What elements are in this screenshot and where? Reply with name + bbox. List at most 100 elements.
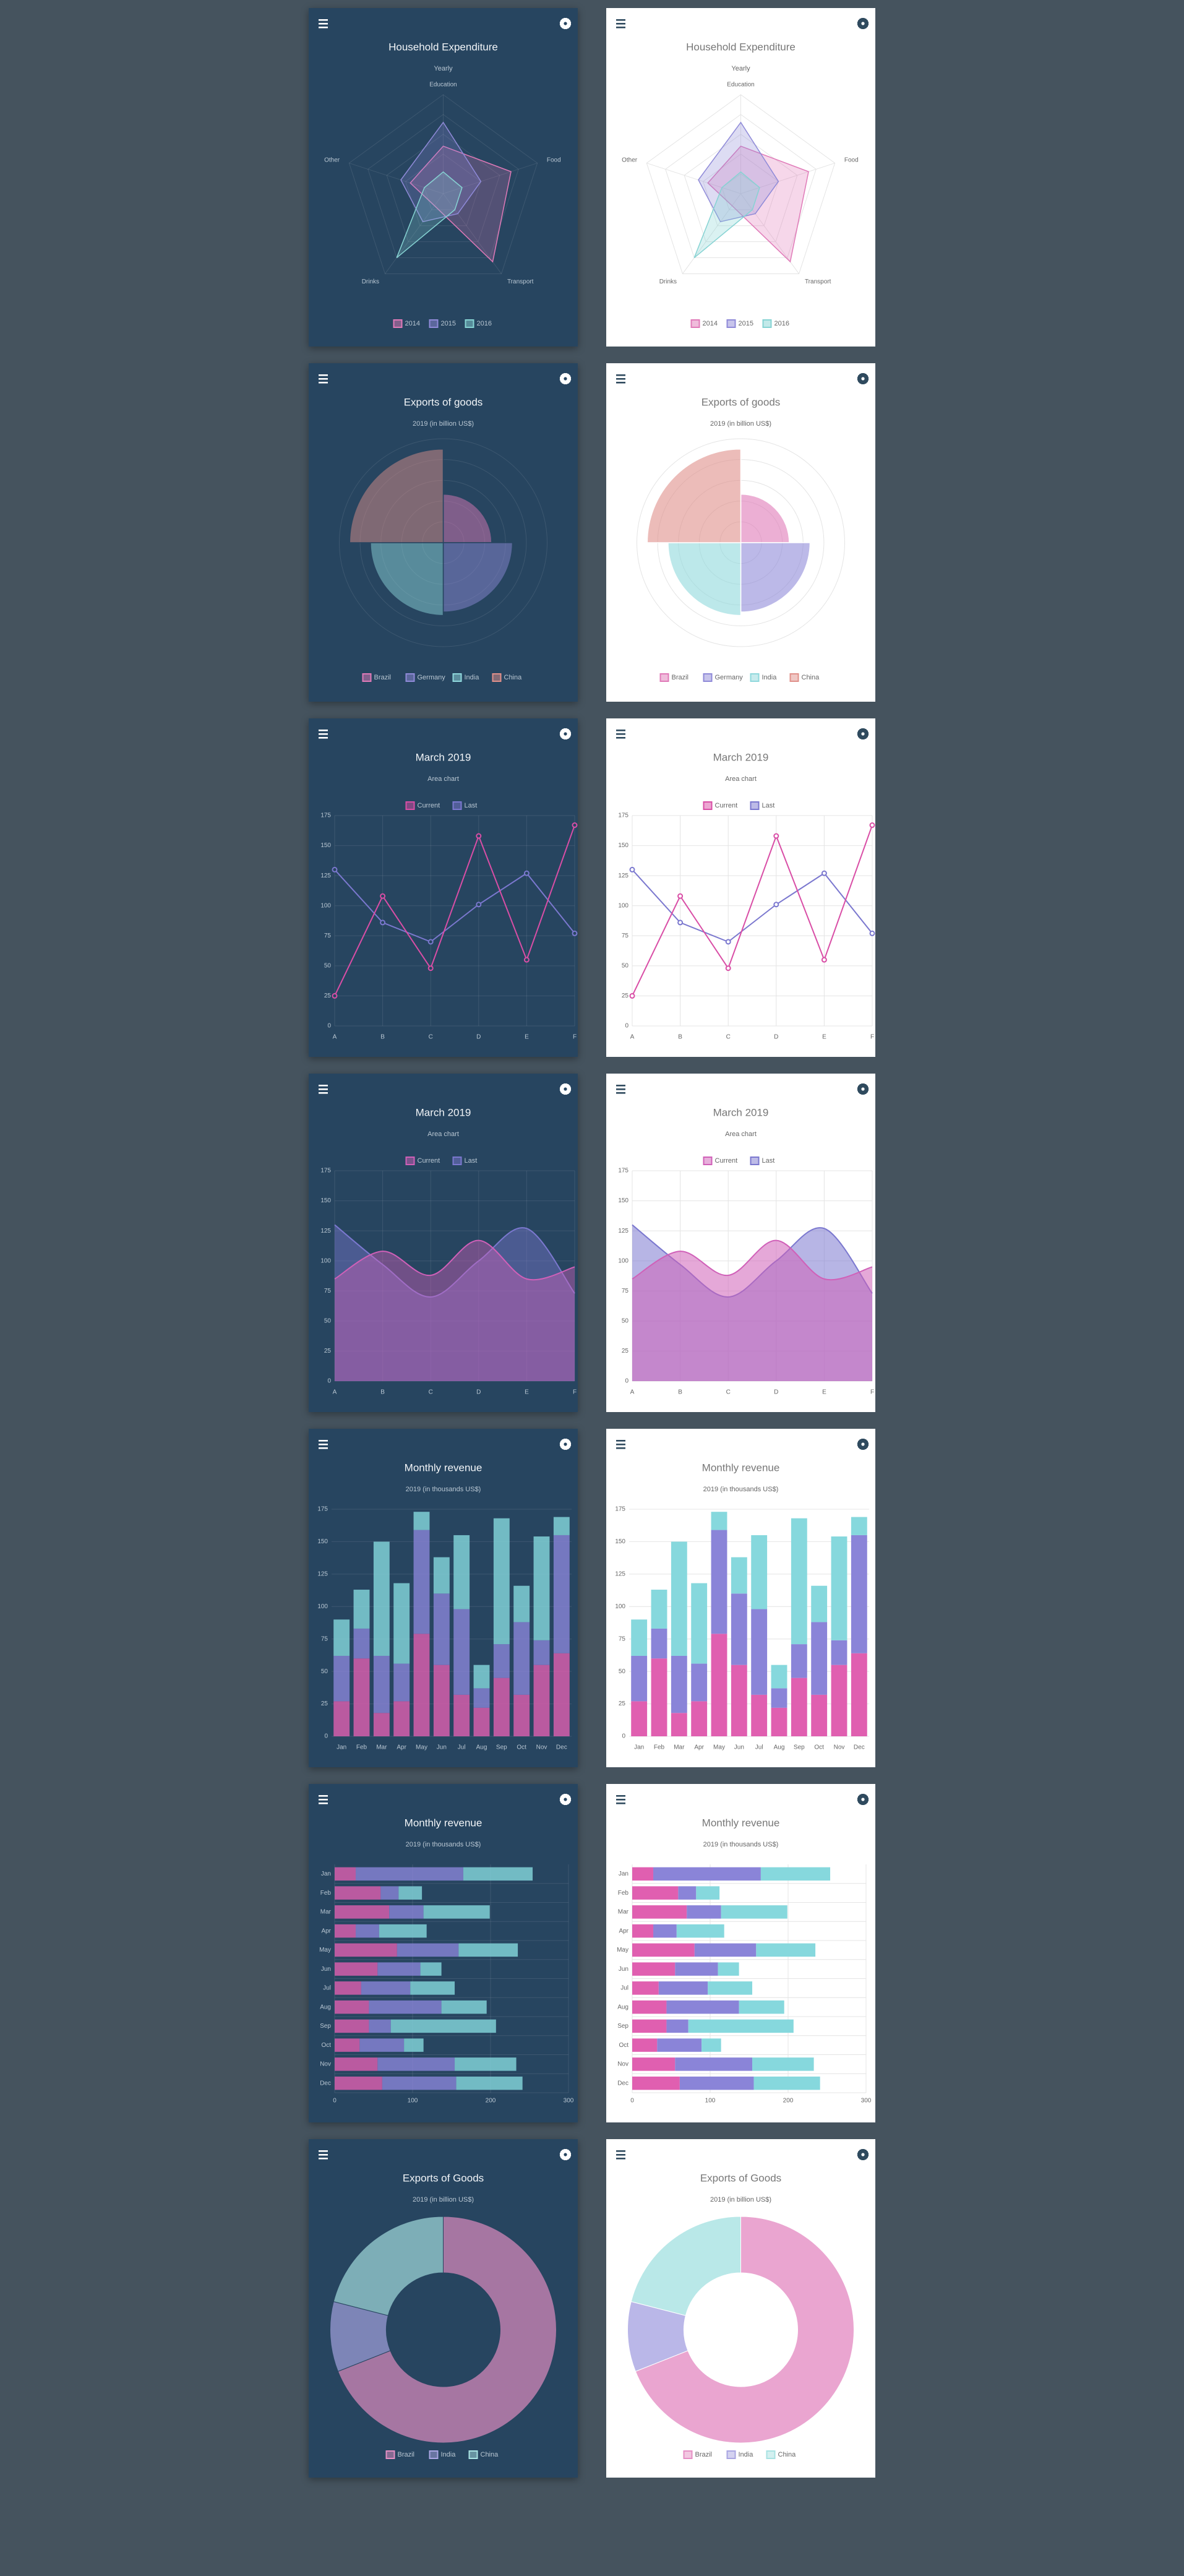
menu-bar [319,382,328,384]
legend-swatch [690,319,700,328]
chart-card: Household Expenditure Yearly Education Food… [309,8,578,347]
bar-segment [493,1644,510,1678]
bar-segment [410,1981,455,1995]
menu-bar [319,1088,328,1090]
settings-icon[interactable] [857,1438,869,1450]
legend-swatch [492,673,502,682]
spoke [385,193,444,274]
area [335,1240,575,1381]
settings-icon[interactable] [857,373,869,385]
menu-bar [616,2154,625,2156]
gear-hole [861,1798,865,1801]
menu-icon[interactable] [616,1795,625,1804]
menu-bar [616,737,625,739]
legend-label: 2015 [739,320,753,327]
bar-segment [679,2076,754,2090]
settings-icon[interactable] [857,2148,869,2161]
settings-icon[interactable] [559,1793,572,1806]
x-tick-label: D [476,1389,481,1396]
bar-segment [433,1557,450,1594]
settings-icon[interactable] [857,17,869,30]
menu-bar [319,23,328,25]
bar-segment [653,1924,677,1938]
bar-segment [731,1665,747,1736]
bar-segment [851,1653,867,1736]
axis-label: Food [844,157,859,163]
y-tick-label: 25 [324,1348,332,1355]
bar-segment [333,1655,350,1702]
settings-icon[interactable] [559,1083,572,1095]
polar-slice [667,542,742,616]
settings-icon[interactable] [559,17,572,30]
menu-bar [319,19,328,21]
menu-icon[interactable] [319,730,328,739]
settings-icon[interactable] [857,1793,869,1806]
bar-segment [831,1640,847,1665]
bar-segment [413,1634,430,1736]
menu-bar [616,733,625,735]
y-tick-label: 25 [321,1700,328,1707]
bar-segment [333,1619,350,1656]
y-tick-label: Jan [619,1871,628,1877]
x-tick-label: Aug [476,1744,487,1751]
y-tick-label: 175 [320,1168,331,1174]
settings-icon[interactable] [559,373,572,385]
spoke [646,163,741,194]
grid-ring [367,114,519,259]
menu-icon[interactable] [319,1440,328,1449]
y-tick-label: Sep [320,2023,331,2030]
settings-icon[interactable] [559,728,572,740]
x-tick-label: C [726,1034,731,1041]
legend-swatch [789,673,799,682]
bar-segment [771,1688,787,1708]
menu-icon[interactable] [616,1440,625,1449]
bar-segment [390,2019,496,2033]
bar-segment [791,1678,807,1736]
menu-icon[interactable] [319,1795,328,1804]
y-tick-label: 175 [317,1506,328,1513]
menu-bar [616,2150,625,2152]
bar-segment [708,1981,753,1995]
menu-bar [319,27,328,28]
y-tick-label: 25 [619,1700,626,1707]
bar-segment [393,1663,410,1702]
menu-icon[interactable] [616,1085,625,1094]
bar-segment [335,1867,356,1881]
menu-bar [616,1092,625,1094]
axis-label: Drinks [362,278,379,285]
settings-icon[interactable] [559,1438,572,1450]
y-tick-label: 50 [619,1668,626,1675]
point [523,870,530,876]
card-background [309,718,578,1057]
menu-icon[interactable] [319,374,328,384]
line [334,1224,575,1298]
chart-card: Monthly revenue 2019 (in thousands US$) 0 1… [309,1784,578,2122]
legend-label: Current [418,1157,440,1165]
menu-icon[interactable] [616,374,625,384]
y-tick-label: 100 [618,1257,628,1264]
axis-label: Food [547,157,561,163]
menu-icon[interactable] [616,19,625,28]
menu-icon[interactable] [319,19,328,28]
axis-label: Drinks [659,278,677,285]
bar-segment [731,1593,747,1665]
chart-title: March 2019 [416,751,471,763]
menu-icon[interactable] [616,730,625,739]
settings-icon[interactable] [559,2148,572,2161]
bar-segment [335,1943,397,1957]
legend-swatch [452,673,462,682]
menu-bar [319,1799,328,1801]
y-tick-label: Nov [320,2061,331,2068]
bar-segment [377,2057,455,2071]
line [334,825,575,996]
radar-area [410,145,512,263]
bar-segment [632,2038,658,2052]
menu-icon[interactable] [616,2150,625,2160]
menu-icon[interactable] [319,2150,328,2160]
menu-icon[interactable] [319,1085,328,1094]
bar-segment [533,1536,550,1640]
settings-icon[interactable] [857,1083,869,1095]
menu-bar [616,1444,625,1445]
legend-swatch [703,673,713,682]
settings-icon[interactable] [857,728,869,740]
